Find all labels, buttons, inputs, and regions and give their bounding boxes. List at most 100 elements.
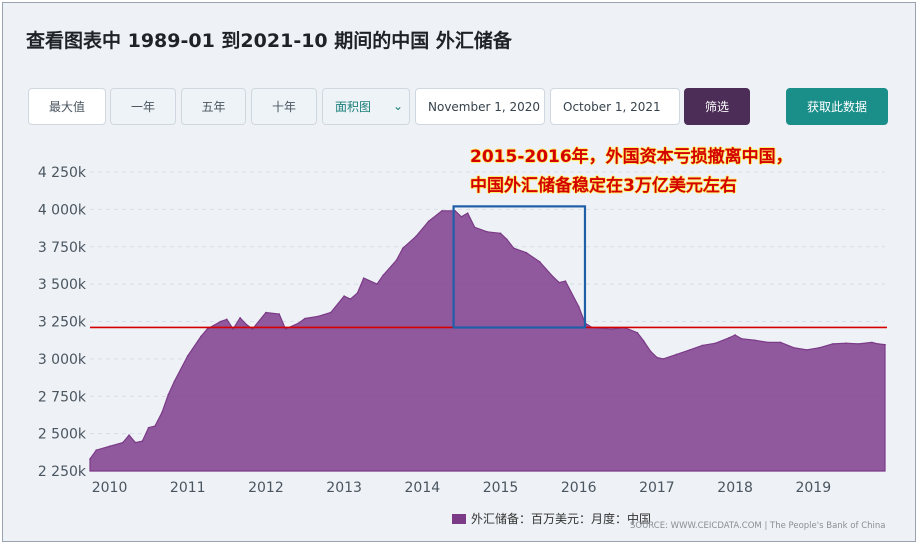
data-point <box>173 380 176 383</box>
data-point <box>134 441 137 444</box>
chevron-down-icon: ⌄ <box>392 99 403 113</box>
data-point <box>245 323 248 326</box>
data-point <box>265 311 267 314</box>
data-point <box>505 238 508 241</box>
data-point <box>147 426 150 429</box>
data-point <box>564 280 567 282</box>
legend[interactable]: 外汇储备：百万美元：月度：中国 <box>452 510 651 527</box>
data-point <box>792 346 795 349</box>
data-point <box>343 295 345 297</box>
data-point <box>513 247 515 250</box>
data-point <box>877 343 879 345</box>
data-point <box>636 331 639 334</box>
data-point <box>538 260 541 263</box>
data-point <box>884 343 886 346</box>
annotation-line-1: 2015-2016年，外国资本亏损撤离中国， <box>470 147 793 167</box>
data-point <box>128 434 130 436</box>
data-point <box>349 298 352 300</box>
data-point <box>304 317 306 320</box>
highlight-box <box>452 205 587 329</box>
data-point <box>688 349 691 351</box>
chart-type-value: 面积图 <box>335 100 372 114</box>
data-point <box>278 313 281 315</box>
annotation-text: 2015-2016年，外国资本亏损撤离中国， 中国外汇储备稳定在3万亿美元左右 <box>470 143 890 201</box>
filter-button[interactable]: 筛选 <box>684 88 750 125</box>
data-point <box>167 393 169 396</box>
x-tick-label: 2016 <box>561 480 597 496</box>
y-tick-label: 4 250k <box>38 165 87 181</box>
data-point <box>239 316 241 319</box>
data-point <box>376 283 378 285</box>
data-point <box>728 337 730 339</box>
data-point <box>558 281 560 284</box>
start-date-input[interactable]: November 1, 2020 <box>415 88 545 125</box>
data-point <box>395 259 398 262</box>
series-area <box>89 210 886 472</box>
data-point <box>251 328 254 330</box>
range-10y-button[interactable]: 十年 <box>251 88 317 125</box>
data-point <box>656 356 658 359</box>
data-point <box>818 346 821 349</box>
data-point <box>701 344 704 347</box>
data-point <box>552 275 554 278</box>
chart-type-select[interactable]: 面积图 ⌄ <box>322 88 410 125</box>
y-tick-label: 2 750k <box>38 389 87 405</box>
data-point <box>806 349 808 351</box>
data-point <box>427 220 430 223</box>
data-point <box>284 328 287 330</box>
y-tick-label: 3 000k <box>38 352 87 368</box>
data-point <box>200 335 202 338</box>
data-point <box>362 277 365 279</box>
end-date-input[interactable]: October 1, 2021 <box>550 88 680 125</box>
x-tick-label: 2012 <box>248 480 284 496</box>
x-tick-label: 2013 <box>326 480 362 496</box>
annotation-line-2: 中国外汇储备稳定在3万亿美元左右 <box>470 176 737 196</box>
data-point <box>525 251 528 254</box>
data-point <box>832 343 834 345</box>
data-point <box>740 337 743 340</box>
x-tick-label: 2017 <box>639 480 675 496</box>
data-point <box>232 328 234 330</box>
legend-label: 外汇储备：百万美元：月度：中国 <box>471 512 652 526</box>
data-point <box>779 341 782 344</box>
data-point <box>642 340 645 342</box>
data-point <box>473 226 476 229</box>
data-point <box>454 210 456 212</box>
y-tick-label: 3 750k <box>38 240 87 256</box>
y-tick-label: 4 000k <box>38 202 87 218</box>
data-point <box>95 449 98 451</box>
y-tick-label: 3 250k <box>38 315 87 331</box>
data-point <box>108 445 111 448</box>
y-tick-label: 2 250k <box>38 464 87 480</box>
fetch-data-button[interactable]: 获取此数据 <box>786 88 888 125</box>
page-title: 查看图表中 1989-01 到2021-10 期间的中国 外汇储备 <box>26 30 512 52</box>
data-point <box>753 339 756 341</box>
x-tick-label: 2018 <box>717 480 753 496</box>
range-1y-button[interactable]: 一年 <box>110 88 176 125</box>
data-point <box>89 458 91 460</box>
data-point <box>845 342 847 344</box>
data-point <box>122 441 124 444</box>
data-point <box>154 425 156 427</box>
data-point <box>649 350 652 353</box>
y-tick-label: 3 500k <box>38 277 87 293</box>
data-point <box>330 311 332 314</box>
range-max-button[interactable]: 最大值 <box>28 88 106 125</box>
data-point <box>141 440 144 442</box>
legend-swatch <box>452 513 466 524</box>
x-tick-label: 2019 <box>795 480 831 496</box>
data-point <box>226 318 228 321</box>
data-point <box>871 341 873 344</box>
x-tick-label: 2014 <box>405 480 441 496</box>
data-point <box>415 235 417 238</box>
data-point <box>161 411 163 414</box>
range-5y-button[interactable]: 五年 <box>181 88 246 125</box>
data-point <box>317 315 320 318</box>
data-point <box>767 341 769 344</box>
data-point <box>499 232 502 235</box>
data-point <box>356 292 359 294</box>
data-point <box>466 212 469 214</box>
data-point <box>382 274 385 276</box>
data-point <box>219 320 222 323</box>
